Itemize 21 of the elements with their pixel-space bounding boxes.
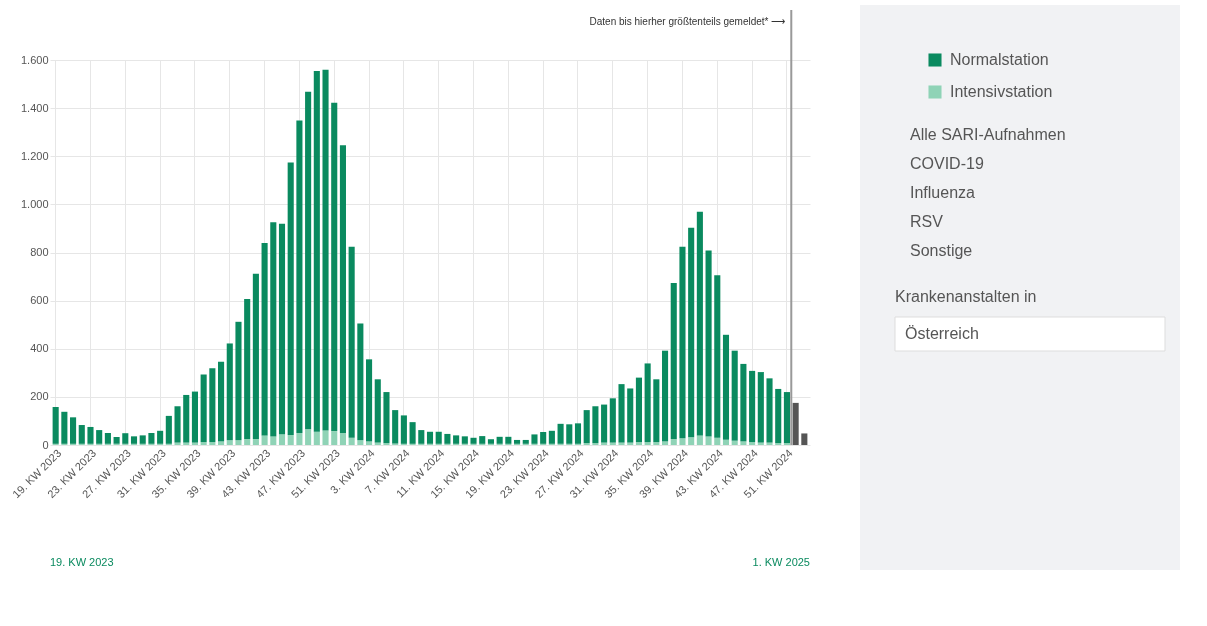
y-tick-label: 1.000 — [20, 197, 49, 210]
text: RSV — [910, 213, 944, 230]
y-tick-label: 200 — [30, 390, 49, 403]
y-tick-label: 1.200 — [20, 149, 49, 162]
text: 1. KW 2025 — [752, 556, 810, 568]
legend-label: Intensivstation — [950, 83, 1053, 100]
y-tick-label: 1.400 — [20, 101, 49, 114]
text: Daten bis hierher größtenteils gemeldet* ⟶ — [589, 16, 786, 27]
text: 19. KW 2023 — [50, 556, 114, 568]
y-tick-label: 1.600 — [20, 53, 49, 66]
text: COVID-19 — [910, 155, 984, 172]
text: Sonstige — [910, 242, 973, 259]
text: Krankenanstalten in — [895, 288, 1037, 305]
text: Österreich — [905, 325, 979, 342]
legend-label: Normalstation — [950, 51, 1049, 68]
y-tick-label: 0 — [42, 438, 49, 451]
text: Alle SARI-Aufnahmen — [910, 126, 1066, 143]
y-tick-label: 400 — [30, 342, 49, 355]
y-tick-label: 800 — [30, 246, 49, 258]
text: Influenza — [910, 184, 976, 201]
y-tick-label: 600 — [30, 294, 49, 307]
